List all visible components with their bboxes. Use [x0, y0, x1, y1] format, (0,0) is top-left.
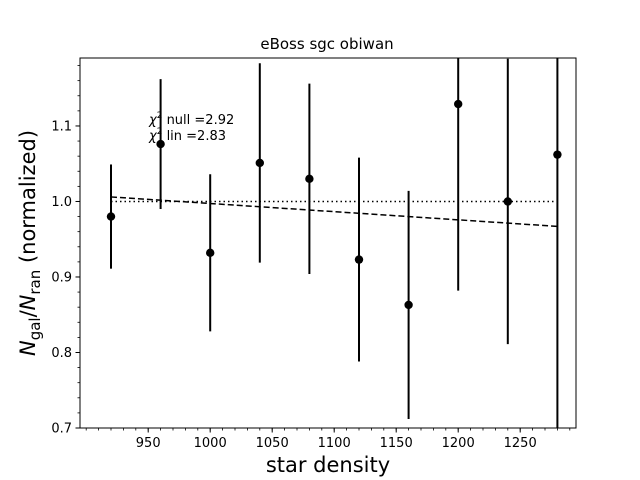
data-point	[106, 212, 116, 221]
x-tick-label: 1050	[256, 436, 289, 451]
chi2-null-label: χ2 null =2.92	[148, 111, 234, 128]
chi2-annotation: χ2 null =2.92 χ2 lin =2.83	[148, 111, 234, 144]
chi2-lin-label: χ2 lin =2.83	[148, 127, 226, 144]
y-tick-label: 0.7	[51, 422, 72, 437]
x-axis-label: star density	[266, 453, 390, 477]
plot-frame	[79, 57, 577, 429]
data-point	[553, 150, 562, 159]
x-tick-label: 1250	[504, 436, 537, 451]
chart-title: eBoss sgc obiwan	[260, 35, 393, 53]
data-point	[305, 174, 314, 184]
y-tick-label: 1.1	[51, 119, 72, 134]
y-tick-label: 1.0	[51, 195, 72, 210]
data-point	[354, 255, 364, 264]
y-axis-label: Ngal/Nran (normalized)	[16, 130, 44, 356]
x-tick-label: 1150	[380, 436, 413, 451]
x-tick-label: 950	[136, 436, 161, 451]
fit-lines	[110, 196, 558, 228]
data-point	[255, 158, 264, 168]
data-point	[206, 248, 215, 258]
x-axis-ticks: 950 1000 1050 1100 1150 1200 1250	[85, 428, 571, 451]
x-tick-label: 1100	[318, 436, 351, 451]
y-tick-label: 0.8	[51, 346, 72, 361]
data-point	[404, 300, 413, 310]
x-tick-label: 1200	[442, 436, 475, 451]
data-point	[156, 139, 165, 149]
y-tick-label: 0.9	[51, 270, 72, 285]
data-point	[454, 99, 463, 109]
lin-fit-line	[110, 196, 558, 228]
data-point	[503, 197, 512, 206]
y-axis-ticks: 0.7 0.8 0.9 1.0 1.1	[51, 65, 80, 437]
data-points	[106, 58, 562, 428]
x-tick-label: 1000	[194, 436, 227, 451]
